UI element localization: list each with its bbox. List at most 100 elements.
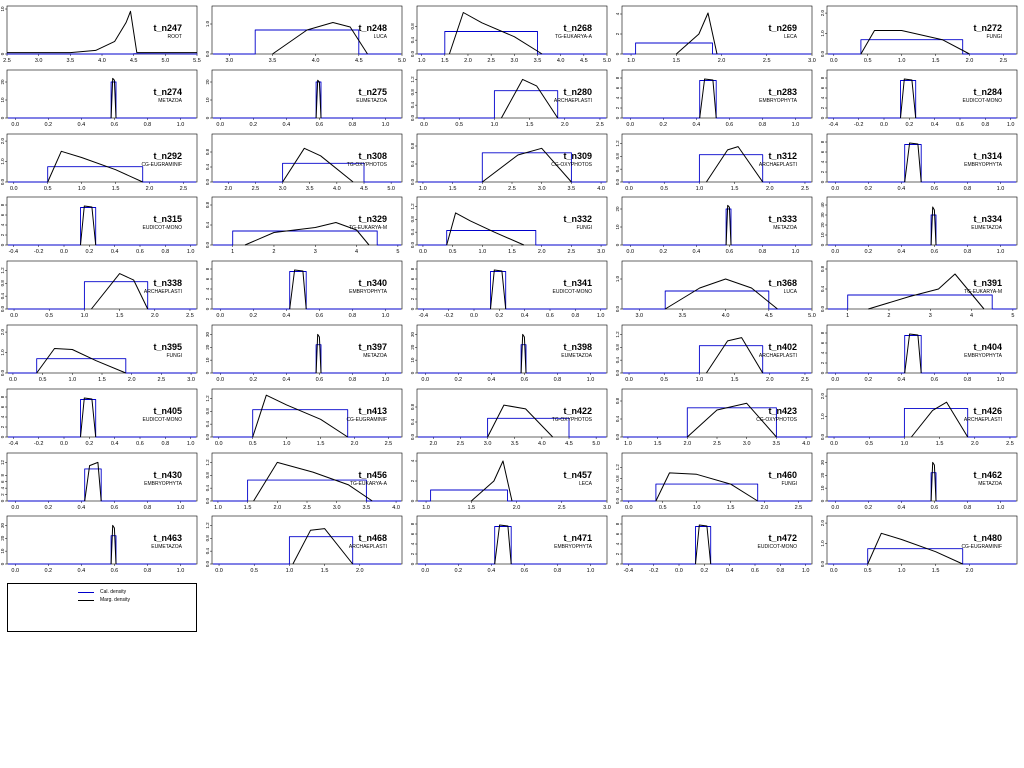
x-tick-label: -0.2	[444, 313, 453, 319]
y-tick-label: 4	[410, 542, 415, 545]
panel-frame	[211, 5, 403, 55]
x-tick-label: 0.0	[9, 377, 17, 383]
x-tick-label: 3.0	[187, 377, 195, 383]
series-cal-density	[8, 207, 196, 246]
y-tick-label: 0.0	[0, 178, 5, 185]
series-marg-density	[80, 205, 97, 246]
x-tick-label: 1.0	[898, 568, 906, 574]
x-tick-label: 0.8	[349, 313, 357, 319]
y-tick-label: 0.8	[615, 344, 620, 351]
series-marg-density	[272, 22, 368, 55]
y-tick-label: 1.0	[615, 275, 620, 282]
x-tick-label: 4.0	[597, 186, 605, 192]
series-marg-density	[289, 269, 307, 310]
panel-title: t_n426	[973, 406, 1002, 416]
x-tick-label: 0.0	[419, 249, 427, 255]
series-cal-density	[213, 409, 401, 438]
x-tick-label: 2	[272, 249, 275, 255]
panel-title: t_n463	[153, 533, 182, 543]
x-tick-label: 0.6	[136, 249, 144, 255]
series-cal-density	[828, 548, 1016, 565]
panel-title: t_n283	[768, 87, 797, 97]
y-tick-label: 8	[820, 140, 825, 143]
series-marg-density	[705, 146, 764, 183]
x-tick-label: 0.2	[86, 441, 94, 447]
x-tick-label: 0.6	[931, 377, 939, 383]
series-cal-density	[213, 162, 401, 183]
x-tick-label: 0.6	[956, 122, 964, 128]
x-tick-label: 2.0	[561, 122, 569, 128]
y-tick-label: 2	[615, 552, 620, 555]
x-tick-label: 1.0	[693, 505, 701, 511]
x-tick-label: 1.0	[597, 313, 605, 319]
x-tick-label: 3.5	[679, 313, 687, 319]
y-tick-label: 4	[0, 223, 5, 226]
series-cal-density	[623, 290, 811, 310]
y-tick-label: 0.4	[205, 163, 210, 170]
panel-title: t_n274	[153, 87, 182, 97]
x-tick-label: 0.0	[10, 186, 18, 192]
x-tick-label: 0.2	[86, 249, 94, 255]
x-tick-label: 4.0	[722, 313, 730, 319]
x-tick-label: 0.4	[521, 313, 529, 319]
x-tick-label: 0.2	[454, 568, 462, 574]
x-tick-label: 1.5	[467, 505, 475, 511]
x-tick-label: 2.0	[128, 377, 136, 383]
x-tick-label: 0.8	[144, 568, 152, 574]
y-tick-label: 0	[0, 243, 5, 246]
x-tick-label: 5.0	[808, 313, 816, 319]
x-tick-label: 1	[846, 313, 849, 319]
x-tick-label: 4.5	[355, 58, 363, 64]
x-tick-label: 3.5	[67, 58, 75, 64]
series-cal-density	[8, 166, 196, 183]
y-tick-label: 1.2	[205, 522, 210, 529]
x-tick-label: 0.2	[659, 249, 667, 255]
panel-t_n315: -0.4 -0.2 0.0 0.2 0.4 0.6 0.8 1.0 0 2 4 6 8 t_n315EUD…	[0, 196, 198, 255]
series-marg-density	[686, 402, 777, 438]
y-tick-label: 0.8	[820, 265, 825, 272]
x-tick-label: 0.8	[759, 122, 767, 128]
panel-subtitle: ROOT	[168, 34, 182, 40]
x-tick-label: 1.0	[997, 186, 1005, 192]
y-tick-label: 2	[205, 297, 210, 300]
y-tick-label: 8	[820, 76, 825, 79]
y-tick-label: 1.0	[820, 540, 825, 547]
legend-box: Cal. density Marg. density	[7, 583, 197, 632]
y-tick-label: 4	[0, 486, 5, 489]
x-tick-label: 0.2	[44, 122, 52, 128]
panel-title: t_n292	[153, 151, 182, 161]
panel-subtitle: EMBRYOPHYTA	[759, 98, 798, 104]
x-tick-label: 2.0	[146, 186, 154, 192]
panel-t_n423: 1.0 1.5 2.0 2.5 3.0 3.5 4.0 0.0 0.4 0.8 t_n423CG-O…	[615, 388, 813, 447]
x-tick-label: 0.0	[215, 441, 223, 447]
series-marg-density	[244, 222, 370, 246]
series-marg-density	[36, 348, 126, 374]
x-tick-label: 0.0	[11, 505, 19, 511]
x-tick-label: 0.0	[626, 122, 634, 128]
y-tick-label: 1.2	[410, 76, 415, 83]
x-tick-label: 1.0	[491, 122, 499, 128]
x-tick-label: 0.0	[421, 377, 429, 383]
x-tick-label: 1.0	[177, 568, 185, 574]
x-tick-label: 1.0	[78, 186, 86, 192]
series-marg-density	[930, 206, 937, 246]
panel-t_n312: 0.0 0.5 1.0 1.5 2.0 2.5 0.0 0.4 0.8 1.2 t_n312ARCH…	[615, 133, 813, 192]
y-tick-label: 10	[820, 485, 825, 491]
y-tick-label: 1.2	[615, 331, 620, 338]
y-tick-label: 4	[615, 12, 620, 15]
series-marg-density	[725, 204, 732, 246]
x-tick-label: 0.8	[964, 505, 972, 511]
y-tick-label: 10	[0, 97, 5, 103]
y-tick-label: 6	[0, 405, 5, 408]
y-tick-label: 0.0	[615, 305, 620, 312]
x-tick-label: 0.6	[931, 249, 939, 255]
series-cal-density	[418, 31, 606, 55]
y-tick-label: 1.2	[615, 464, 620, 471]
x-tick-label: 0.4	[111, 249, 119, 255]
x-tick-label: 0.5	[249, 441, 257, 447]
panel-subtitle: ARCHAEPLASTI	[144, 289, 182, 295]
panel-subtitle: EUMETAZOA	[356, 98, 387, 104]
